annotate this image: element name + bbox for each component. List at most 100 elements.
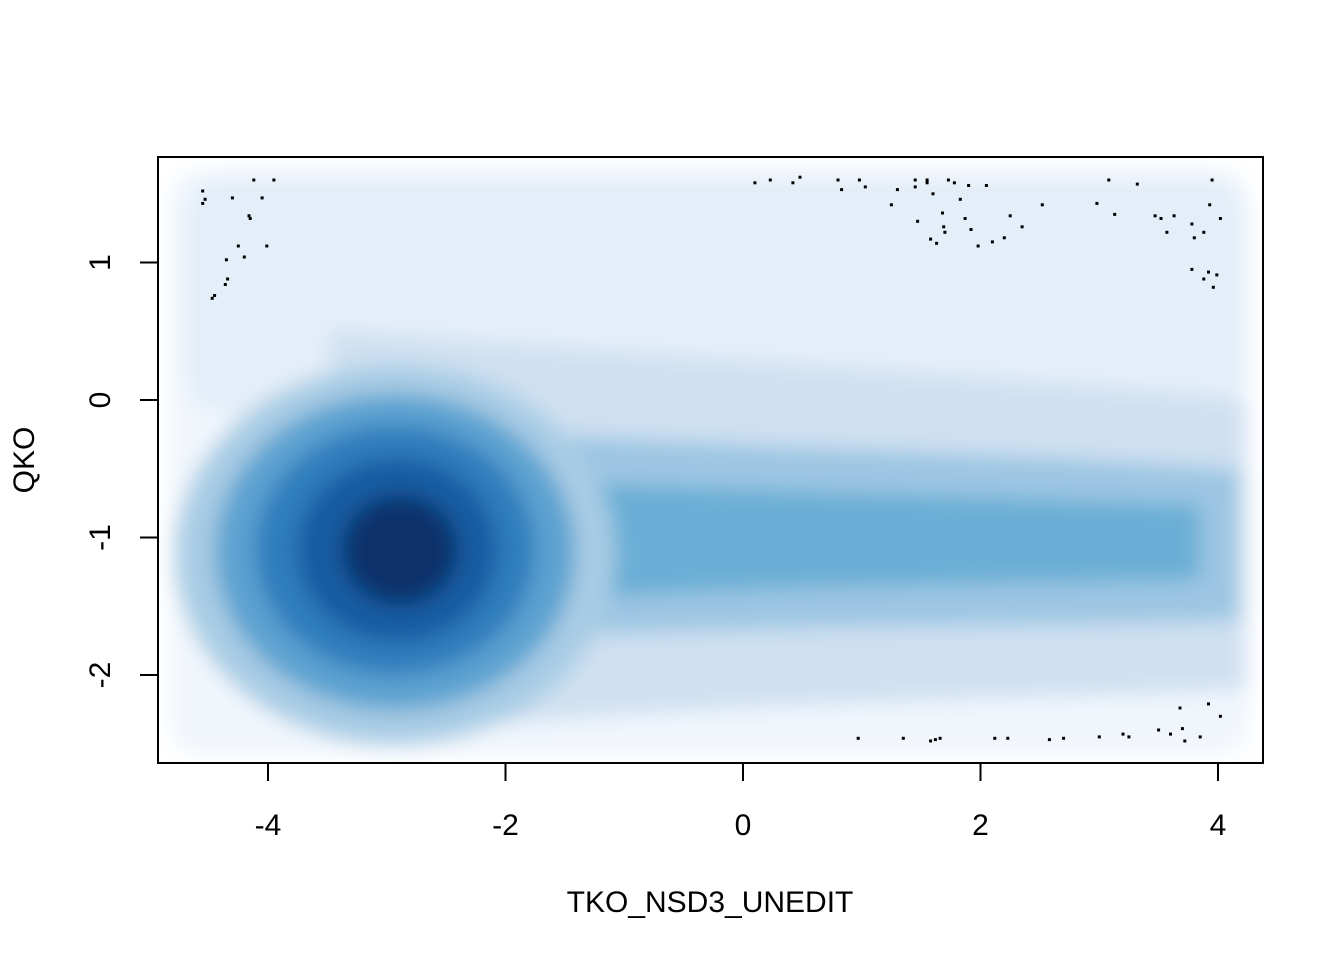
- outlier-point: [201, 201, 205, 205]
- y-axis: -2 -1 0 1: [84, 254, 159, 689]
- outlier-point: [247, 214, 251, 218]
- outlier-point: [242, 255, 246, 259]
- y-tick-label: 1: [84, 254, 117, 271]
- outlier-point: [1180, 727, 1184, 731]
- outlier-point: [963, 217, 967, 220]
- outlier-point: [1172, 214, 1176, 218]
- x-axis: -4 -2 0 2 4: [255, 762, 1227, 842]
- outlier-point: [230, 196, 234, 200]
- outlier-point: [913, 178, 917, 182]
- outlier-point: [248, 217, 252, 220]
- outlier-point: [913, 185, 917, 189]
- outlier-point: [224, 258, 228, 262]
- outlier-point: [969, 228, 973, 231]
- outlier-point: [1207, 270, 1210, 274]
- outlier-point: [1215, 273, 1219, 277]
- outlier-point: [201, 189, 205, 193]
- outlier-point: [901, 736, 905, 740]
- outlier-point: [1190, 267, 1194, 271]
- outlier-point: [943, 230, 947, 234]
- outlier-point: [1210, 178, 1214, 182]
- outlier-point: [993, 736, 997, 740]
- outlier-point: [1202, 230, 1206, 234]
- outlier-point: [236, 244, 240, 248]
- outlier-point: [1207, 702, 1210, 706]
- outlier-point: [203, 197, 207, 201]
- outlier-point: [1178, 706, 1182, 710]
- y-tick-label: -1: [84, 524, 117, 551]
- outlier-point: [272, 178, 276, 182]
- outlier-point: [791, 181, 795, 185]
- outlier-point: [889, 203, 893, 207]
- outlier-point: [1040, 203, 1044, 207]
- outlier-point: [967, 184, 971, 187]
- x-tick-label: -2: [492, 809, 519, 842]
- outlier-point: [958, 197, 962, 201]
- outlier-point: [1218, 714, 1222, 718]
- outlier-point: [863, 185, 867, 189]
- outlier-point: [942, 225, 946, 229]
- outlier-point: [990, 240, 994, 244]
- outlier-point: [1153, 214, 1157, 218]
- y-tick-label: 0: [84, 392, 117, 409]
- outlier-point: [226, 277, 230, 281]
- outlier-point: [1208, 203, 1212, 207]
- outlier-point: [1190, 222, 1194, 226]
- outlier-point: [1095, 201, 1099, 205]
- outlier-point: [895, 188, 899, 192]
- outlier-point: [753, 181, 757, 185]
- outlier-point: [941, 211, 944, 215]
- outlier-point: [931, 192, 935, 196]
- outlier-point: [1047, 738, 1051, 742]
- outlier-point: [938, 736, 942, 740]
- outlier-point: [1157, 728, 1161, 732]
- outlier-point: [1218, 217, 1222, 220]
- outlier-point: [798, 175, 802, 179]
- x-tick-label: -4: [255, 809, 282, 842]
- outlier-points: [201, 175, 1222, 743]
- outlier-point: [1006, 736, 1010, 740]
- outlier-point: [925, 178, 929, 182]
- outlier-point: [929, 237, 933, 241]
- outlier-point: [1107, 178, 1111, 182]
- x-axis-label: TKO_NSD3_UNEDIT: [567, 886, 854, 919]
- outlier-point: [1165, 230, 1169, 234]
- outlier-point: [1113, 212, 1117, 216]
- outlier-point: [1135, 182, 1139, 186]
- outlier-point: [1183, 739, 1187, 743]
- outlier-point: [1127, 735, 1131, 739]
- outlier-point: [768, 178, 772, 182]
- outlier-point: [836, 178, 840, 182]
- outlier-point: [857, 178, 861, 182]
- outlier-point: [856, 736, 860, 740]
- outlier-point: [210, 296, 214, 300]
- outlier-point: [935, 241, 939, 245]
- outlier-point: [252, 178, 256, 182]
- outlier-point: [952, 181, 956, 185]
- outlier-point: [1062, 736, 1066, 740]
- outlier-point: [260, 196, 264, 200]
- outlier-point: [929, 739, 933, 743]
- x-tick-label: 0: [735, 809, 752, 842]
- outlier-point: [1198, 735, 1202, 739]
- outlier-point: [840, 188, 844, 192]
- outlier-point: [1169, 732, 1172, 736]
- outlier-point: [265, 244, 269, 248]
- outlier-point: [984, 184, 988, 187]
- outlier-point: [1202, 277, 1206, 281]
- outlier-point: [1192, 236, 1196, 240]
- outlier-point: [1211, 285, 1215, 289]
- outlier-point: [1008, 214, 1012, 218]
- x-tick-label: 4: [1210, 809, 1227, 842]
- outlier-point: [1159, 217, 1163, 220]
- outlier-point: [213, 294, 217, 297]
- y-tick-label: -2: [84, 662, 117, 689]
- outlier-point: [1020, 225, 1024, 229]
- density-blob-core: [342, 495, 458, 605]
- outlier-point: [976, 244, 980, 248]
- outlier-point: [946, 178, 950, 182]
- outlier-point: [1002, 236, 1006, 240]
- x-tick-label: 2: [972, 809, 989, 842]
